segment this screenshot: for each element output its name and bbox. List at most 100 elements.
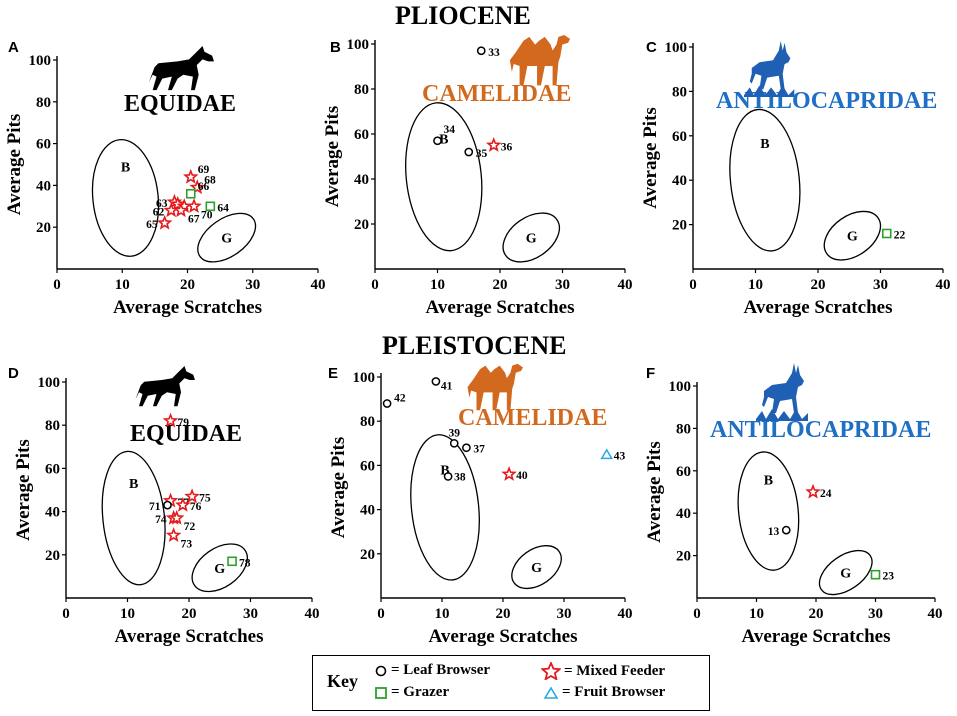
y-tick-label: 20: [360, 547, 375, 563]
x-tick-label: 10: [435, 606, 450, 622]
key-label-grazer: = Grazer: [391, 684, 450, 700]
browser-ellipse: [101, 450, 166, 586]
browser-ellipse: [410, 434, 480, 581]
x-tick-label: 20: [182, 606, 197, 622]
ellipse-label: G: [531, 561, 542, 576]
camel-icon: [509, 34, 571, 86]
x-tick-label: 0: [693, 606, 701, 622]
x-axis-label: Average Scratches: [744, 297, 893, 318]
grazer-ellipse: [823, 210, 882, 261]
panel-e: E 0 10 20 30 40 20 40 60 80 100 Average Scratches Av…: [328, 363, 633, 647]
mixed-feeder-marker: [485, 137, 502, 152]
fruit-browser-marker: [600, 448, 614, 460]
family-title: CAMELIDAE: [422, 81, 571, 107]
ellipse-label: G: [214, 562, 225, 577]
family-title: EQUIDAE: [130, 421, 242, 447]
point-label: 34: [444, 124, 456, 136]
panel-f: F 0 10 20 30 40 20 40 60 80 100 Average Scratches Av…: [644, 363, 943, 647]
x-tick-label: 40: [305, 606, 320, 622]
grazer-ellipse: [511, 545, 562, 590]
y-axis-label: Average Pits: [322, 106, 343, 207]
panel-letter: A: [8, 39, 19, 56]
ellipse-label: B: [439, 132, 448, 147]
mixed-feeder-marker: [169, 196, 186, 211]
y-axis-label: Average Pits: [640, 107, 661, 208]
y-tick-label: 60: [676, 464, 691, 480]
point-label: 76: [190, 501, 202, 513]
y-tick-label: 80: [36, 95, 51, 111]
panel-letter: E: [328, 365, 338, 382]
point-label: 65: [146, 219, 158, 231]
period-title-pliocene: PLIOCENE: [395, 1, 531, 30]
y-tick-label: 80: [45, 418, 60, 434]
mixed-feeder-marker: [189, 179, 206, 195]
y-tick-label: 40: [672, 173, 687, 189]
point-label: 68: [204, 174, 216, 186]
point-label: 75: [199, 492, 211, 504]
point-label: 35: [476, 148, 488, 160]
x-tick-label: 30: [868, 606, 883, 622]
ellipse-label: B: [440, 464, 449, 479]
grazer-marker: [205, 201, 216, 212]
mixed-feeder-marker: [805, 483, 821, 499]
leaf-browser-marker: [431, 377, 441, 386]
leaf-browser-marker: [443, 472, 453, 481]
point-label: 13: [768, 526, 780, 538]
panel-letter: F: [646, 365, 655, 382]
grazer-ellipse: [191, 543, 248, 593]
y-tick-label: 40: [45, 505, 60, 521]
x-tick-label: 30: [873, 277, 888, 293]
x-tick-label: 10: [115, 277, 130, 293]
key-title: Key: [327, 671, 358, 691]
y-tick-label: 80: [354, 82, 369, 98]
panel-d: D 0 10 20 30 40 20 40 60 80 100 Average Scratches Av…: [8, 365, 320, 647]
grazer-marker: [227, 556, 237, 567]
x-tick-label: 0: [371, 277, 379, 293]
point-label: 24: [820, 488, 832, 500]
point-label: 41: [441, 380, 453, 392]
y-tick-label: 20: [45, 548, 60, 564]
point-label: 63: [156, 198, 168, 210]
ellipse-label: G: [847, 230, 858, 245]
y-tick-label: 100: [347, 37, 370, 53]
x-tick-label: 30: [245, 277, 260, 293]
point-label: 67: [188, 213, 200, 225]
y-tick-label: 60: [45, 461, 60, 477]
point-label: 71: [149, 501, 161, 513]
period-title-pleistocene: PLEISTOCENE: [382, 331, 567, 360]
y-axis-label: Average Pits: [328, 437, 349, 538]
family-title: ANTILOCAPRIDAE: [710, 417, 931, 443]
key-label-fruit-browser: = Fruit Browser: [562, 684, 666, 700]
point-label: 36: [501, 141, 513, 153]
panel-c: C 0 10 20 30 40 20 40 60 80 100 Average Scratches Av…: [640, 39, 951, 318]
y-tick-label: 100: [38, 375, 61, 391]
y-tick-label: 60: [36, 137, 51, 153]
point-label: 23: [883, 571, 895, 583]
pronghorn-icon: [744, 40, 795, 97]
grazer-marker: [870, 569, 881, 580]
key-item-mixed-feeder: = Mixed Feeder: [541, 662, 665, 680]
y-tick-label: 100: [29, 53, 52, 69]
x-tick-label: 20: [811, 277, 826, 293]
point-label: 33: [488, 47, 500, 59]
leaf-browser-marker: [462, 443, 471, 453]
x-axis-label: Average Scratches: [115, 626, 264, 647]
y-tick-label: 20: [672, 218, 687, 234]
point-label: 73: [181, 538, 193, 550]
key-label-leaf-browser: = Leaf Browser: [391, 662, 491, 678]
y-tick-label: 60: [354, 127, 369, 143]
key-item-grazer: = Grazer: [374, 684, 449, 701]
ellipse-label: B: [121, 161, 130, 176]
mixed-feeder-marker: [186, 198, 202, 213]
x-tick-label: 10: [749, 606, 764, 622]
y-tick-label: 40: [360, 503, 375, 519]
mixed-feeder-marker: [501, 466, 517, 481]
x-tick-label: 20: [493, 277, 508, 293]
grazer-ellipse: [502, 212, 561, 263]
y-tick-label: 100: [353, 370, 376, 386]
point-label: 40: [516, 470, 528, 482]
x-tick-label: 10: [430, 277, 445, 293]
x-tick-label: 30: [555, 277, 570, 293]
y-axis-label: Average Pits: [4, 114, 25, 215]
ellipse-label: B: [129, 477, 138, 492]
